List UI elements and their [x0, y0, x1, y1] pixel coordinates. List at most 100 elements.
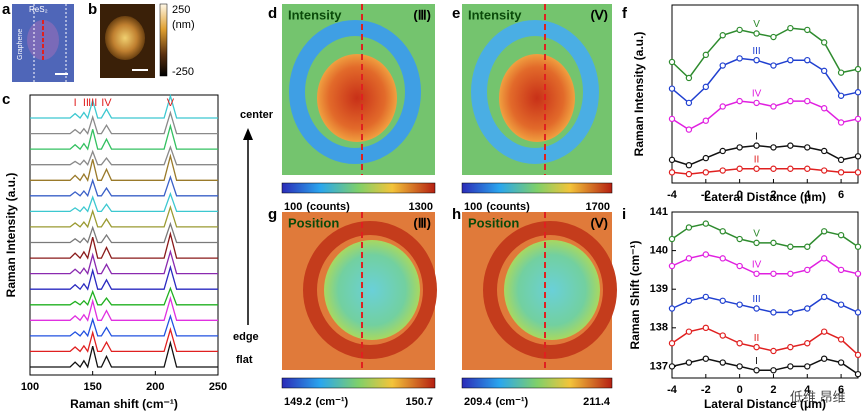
marker: [837, 359, 845, 366]
colorbar: [159, 3, 168, 77]
marker: [837, 169, 845, 176]
marker: [820, 105, 828, 112]
marker: [854, 243, 862, 250]
spectrum: [30, 191, 218, 213]
marker: [753, 165, 760, 172]
marker: [770, 367, 777, 374]
marker: [770, 239, 777, 247]
map-h: [462, 212, 617, 370]
marker: [719, 332, 726, 339]
spectrum: [30, 295, 218, 322]
marker: [668, 58, 676, 66]
colorbar: [461, 182, 613, 194]
x-tick-label: 2: [770, 384, 776, 396]
marker: [736, 55, 743, 62]
marker: [787, 270, 794, 277]
spectrum-label: center: [240, 109, 274, 121]
colorbar-min: 149.2 (cm⁻¹): [284, 396, 349, 408]
series-label: I: [755, 131, 758, 142]
marker: [736, 301, 743, 308]
spectrum: [30, 110, 218, 135]
spectrum-label: edge: [233, 331, 259, 343]
marker: [736, 165, 743, 172]
marker: [719, 62, 726, 69]
marker: [702, 355, 710, 362]
y-tick-label: 139: [650, 283, 668, 295]
marker: [685, 328, 693, 335]
series-line: [671, 144, 859, 166]
x-tick-label: 250: [209, 381, 227, 393]
x-tick-label: 4: [804, 189, 811, 201]
map-d: [282, 4, 435, 175]
x-axis-label: Lateral Distance (μm): [704, 397, 826, 411]
marker: [770, 165, 777, 172]
marker: [736, 235, 743, 243]
peak-label: III: [88, 97, 97, 109]
marker: [753, 56, 760, 64]
marker: [685, 224, 693, 231]
marker: [787, 363, 794, 370]
marker: [837, 119, 845, 126]
marker: [787, 24, 794, 32]
marker: [719, 103, 726, 110]
marker: [837, 301, 845, 308]
marker: [787, 142, 794, 149]
marker: [854, 115, 862, 123]
marker: [702, 324, 710, 332]
marker: [837, 336, 845, 343]
marker: [770, 103, 777, 110]
panel-letter: b: [88, 1, 97, 18]
x-tick-label: 6: [838, 189, 844, 201]
marker: [753, 343, 760, 351]
x-tick-label: 150: [83, 381, 101, 393]
marker: [820, 67, 828, 75]
series-line: [671, 253, 859, 275]
series-line: [671, 222, 859, 248]
marker: [668, 363, 676, 370]
map-peak: (Ⅴ): [590, 7, 608, 22]
colorbar-max: 211.4: [583, 396, 611, 408]
map-title: Intensity: [288, 7, 342, 22]
y-tick-label: 140: [650, 245, 668, 257]
spectrum: [30, 93, 218, 120]
series-label: II: [754, 154, 760, 165]
panel-letter: a: [2, 1, 11, 18]
marker: [753, 270, 760, 277]
x-tick-label: -4: [667, 384, 678, 396]
x-tick-label: 4: [804, 384, 811, 396]
spectrum: [30, 286, 218, 306]
flake: [105, 16, 145, 60]
series-line: [671, 357, 859, 375]
series-label: III: [752, 46, 760, 57]
marker: [804, 340, 811, 347]
material-label: ReS₂: [29, 5, 48, 14]
series-label: V: [753, 19, 760, 30]
marker: [854, 169, 862, 176]
marker: [753, 30, 760, 37]
marker: [787, 56, 794, 64]
marker: [804, 165, 811, 172]
colorbar-label: 250: [172, 4, 190, 16]
series-label: IV: [752, 89, 762, 100]
watermark: 低维 昂维: [790, 389, 846, 404]
marker: [685, 126, 693, 133]
y-axis-label: Raman Intensity (a.u.): [4, 173, 18, 298]
y-tick-label: 141: [650, 206, 668, 218]
marker: [668, 235, 676, 243]
marker: [736, 262, 743, 270]
spectrum: [30, 153, 218, 182]
panel-letter: i: [622, 206, 626, 223]
marker: [736, 363, 743, 370]
colorbar-min: 100 (counts): [464, 201, 530, 213]
x-tick-label: 2: [770, 189, 776, 201]
marker: [787, 343, 794, 351]
marker: [837, 231, 845, 239]
map-g: [282, 212, 437, 370]
marker: [719, 297, 726, 304]
spectrum: [30, 340, 218, 369]
series-line: [671, 100, 859, 131]
marker: [753, 142, 760, 149]
marker: [837, 92, 845, 99]
marker: [770, 33, 777, 41]
